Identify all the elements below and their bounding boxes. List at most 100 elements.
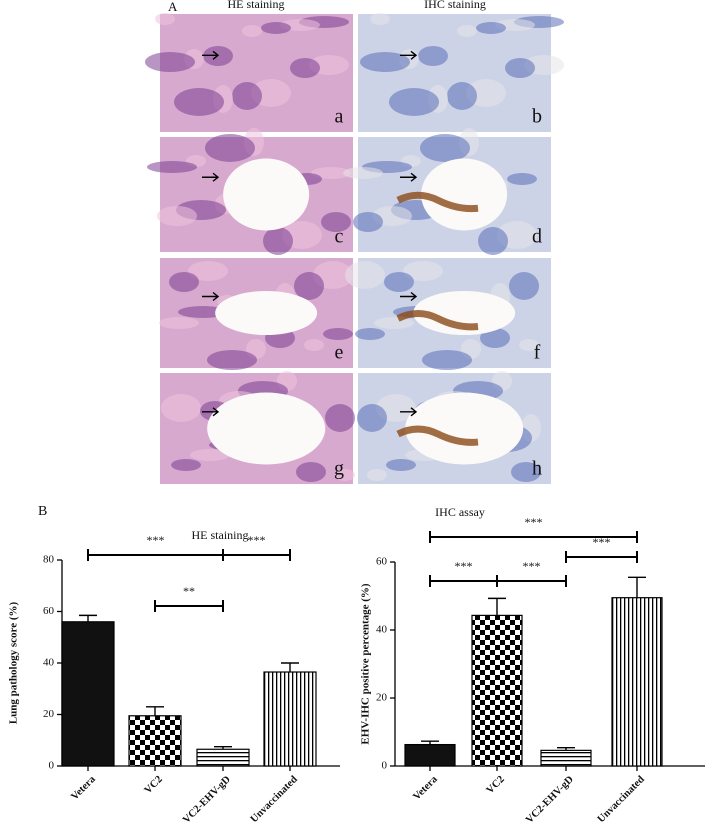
tissue — [480, 328, 510, 348]
y-tick-label: 0 — [49, 760, 55, 772]
y-axis-label: EHV-IHC positive percentage (%) — [360, 583, 372, 745]
tissue — [367, 469, 387, 481]
tissue — [384, 272, 414, 292]
y-tick-label: 60 — [376, 556, 388, 568]
y-tick-label: 20 — [43, 708, 55, 720]
y-tick-label: 20 — [376, 692, 388, 704]
error-bar — [214, 745, 232, 750]
tissue — [345, 261, 385, 289]
tissue — [447, 82, 477, 110]
chart-title: HE staining — [192, 528, 249, 542]
significance-label: *** — [248, 533, 266, 547]
y-tick-label: 40 — [43, 657, 55, 669]
image-label: c — [335, 226, 344, 248]
x-tick-label: VC2-EHV-gD — [524, 774, 576, 826]
stain — [396, 425, 479, 446]
y-tick-label: 0 — [382, 760, 388, 772]
image-label: g — [334, 458, 344, 480]
micrograph: b — [358, 13, 564, 132]
tissue — [418, 46, 448, 66]
tissue — [422, 350, 472, 370]
error-bar — [488, 597, 506, 616]
tissue — [304, 339, 324, 351]
x-tick-label: Unvaccinated — [249, 774, 300, 825]
arrow — [400, 172, 418, 182]
lumen — [413, 291, 516, 335]
micrograph: e — [159, 258, 353, 370]
y-tick-label: 80 — [43, 554, 55, 566]
x-tick-label: VC2 — [485, 774, 507, 796]
error-bar — [628, 576, 646, 598]
tissue — [294, 272, 324, 300]
tissue — [457, 25, 477, 37]
lumen — [223, 158, 310, 231]
tissue — [174, 88, 224, 116]
tissue — [323, 328, 353, 340]
bar — [404, 743, 456, 767]
micrograph: h — [357, 371, 551, 484]
tissue — [325, 404, 355, 432]
bar — [196, 748, 250, 767]
image-label: a — [335, 106, 344, 128]
lumen — [405, 392, 524, 465]
significance-bracket — [222, 549, 291, 561]
image-label: d — [532, 226, 542, 248]
tissue — [386, 459, 416, 471]
tissue — [357, 404, 387, 432]
tissue — [311, 167, 351, 179]
error-bar — [79, 614, 97, 622]
image-label: f — [534, 342, 541, 364]
bar — [611, 597, 663, 767]
tissue — [355, 328, 385, 340]
tissue — [296, 462, 326, 482]
y-tick-label: 60 — [43, 605, 55, 617]
lumen — [421, 158, 508, 231]
arrow — [202, 291, 220, 302]
column-title: HE staining — [228, 0, 285, 11]
tissue — [157, 206, 197, 226]
arrow — [202, 172, 220, 182]
x-tick-label: Vetera — [411, 774, 440, 803]
tissue — [161, 394, 201, 422]
tissue — [205, 134, 255, 162]
micrograph: g — [160, 371, 355, 484]
significance-label: *** — [147, 533, 165, 547]
tissue — [509, 272, 539, 300]
image-label: h — [532, 458, 542, 480]
bar — [61, 621, 115, 767]
tissue — [321, 212, 351, 232]
chart-title: IHC assay — [435, 505, 485, 519]
significance-bracket — [87, 549, 224, 561]
tissue — [360, 52, 410, 72]
tissue — [207, 350, 257, 370]
panel-label: A — [168, 0, 178, 14]
arrow — [400, 50, 418, 60]
tissue — [232, 82, 262, 110]
micrograph: f — [345, 258, 551, 370]
tissue — [263, 227, 293, 255]
stain — [396, 191, 479, 213]
significance-bracket — [429, 575, 498, 587]
tissue — [505, 58, 535, 78]
tissue — [147, 161, 197, 173]
tissue — [403, 261, 443, 281]
error-bar — [557, 746, 575, 751]
significance-label: ** — [183, 584, 195, 598]
significance-bracket — [429, 531, 638, 543]
micrograph: d — [343, 128, 551, 255]
y-tick-label: 40 — [376, 624, 388, 636]
tissue — [519, 339, 539, 351]
tissue — [169, 272, 199, 292]
tissue — [370, 13, 390, 25]
significance-bracket — [565, 551, 638, 563]
tissue — [155, 13, 175, 25]
bar — [540, 749, 592, 767]
significance-bracket — [496, 575, 567, 587]
lumen — [207, 392, 326, 465]
x-tick-label: VC2-EHV-gD — [181, 774, 233, 826]
panel-label: B — [38, 504, 47, 519]
x-tick-label: Vetera — [69, 774, 98, 803]
bar — [128, 715, 182, 767]
significance-bracket — [154, 600, 224, 612]
tissue — [389, 88, 439, 116]
